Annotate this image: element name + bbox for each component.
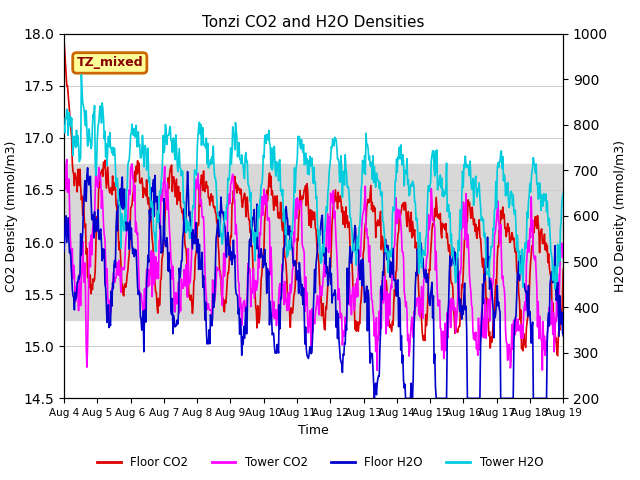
Floor H2O [60, 248, 68, 254]
Floor CO2 [60, 36, 68, 42]
Tower H2O [172, 132, 180, 138]
Line: Floor CO2: Floor CO2 [64, 39, 563, 356]
Floor CO2 [198, 172, 205, 178]
Tower H2O [69, 153, 77, 158]
X-axis label: Time: Time [298, 424, 329, 437]
Title: Tonzi CO2 and H2O Densities: Tonzi CO2 and H2O Densities [202, 15, 425, 30]
Floor H2O [121, 206, 129, 212]
Bar [64, 164, 563, 320]
Tower H2O [77, 72, 85, 78]
Tower CO2 [198, 215, 206, 220]
Line: Tower CO2: Tower CO2 [64, 159, 563, 370]
Tower CO2 [70, 263, 77, 268]
Floor CO2 [559, 266, 567, 272]
Tower CO2 [121, 251, 129, 257]
Tower H2O [60, 123, 68, 129]
Floor H2O [172, 323, 180, 329]
Legend: Floor CO2, Tower CO2, Floor H2O, Tower H2O: Floor CO2, Tower CO2, Floor H2O, Tower H… [92, 452, 548, 474]
Text: TZ_mixed: TZ_mixed [77, 57, 143, 70]
Floor H2O [84, 165, 92, 171]
Floor CO2 [69, 169, 77, 175]
Tower CO2 [390, 245, 397, 251]
Tower CO2 [373, 367, 381, 373]
Floor CO2 [388, 319, 396, 324]
Tower H2O [559, 190, 567, 196]
Floor CO2 [120, 283, 128, 289]
Tower H2O [121, 206, 129, 212]
Tower CO2 [559, 241, 567, 247]
Tower CO2 [63, 156, 70, 162]
Floor H2O [371, 396, 378, 401]
Y-axis label: H2O Density (mmol/m3): H2O Density (mmol/m3) [614, 140, 627, 292]
Line: Tower H2O: Tower H2O [64, 75, 563, 288]
Floor H2O [559, 333, 567, 339]
Floor H2O [376, 373, 383, 379]
Floor H2O [198, 250, 206, 255]
Tower CO2 [172, 290, 180, 296]
Floor H2O [69, 293, 77, 299]
Tower H2O [198, 129, 206, 135]
Tower H2O [374, 178, 382, 183]
Floor CO2 [374, 217, 381, 223]
Y-axis label: CO2 Density (mmol/m3): CO2 Density (mmol/m3) [5, 140, 18, 292]
Tower CO2 [376, 308, 383, 314]
Line: Floor H2O: Floor H2O [64, 168, 563, 398]
Tower H2O [551, 286, 559, 291]
Floor CO2 [554, 353, 561, 359]
Tower H2O [389, 204, 397, 210]
Tower CO2 [60, 192, 68, 198]
Floor CO2 [172, 194, 179, 200]
Floor H2O [390, 277, 397, 283]
